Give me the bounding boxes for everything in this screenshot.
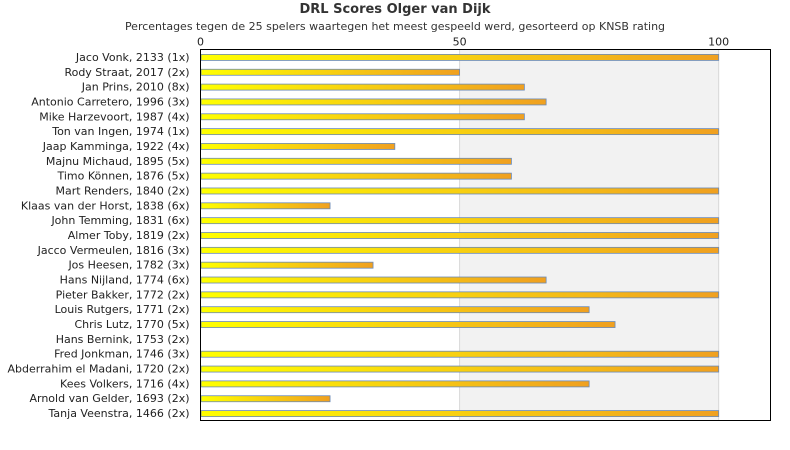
category-label: Ton van Ingen, 1974 (1x)	[51, 125, 189, 138]
category-label: Almer Toby, 1819 (2x)	[68, 229, 190, 242]
category-label: Tanja Veenstra, 1466 (2x)	[48, 407, 190, 420]
bar	[200, 157, 512, 165]
category-labels: Jaco Vonk, 2133 (1x) Rody Straat, 2017 (2…	[8, 51, 190, 420]
bar	[200, 113, 525, 121]
category-label: Jaco Vonk, 2133 (1x)	[75, 51, 190, 64]
bar	[200, 187, 720, 195]
category-label: Abderrahim el Madani, 1720 (2x)	[8, 363, 190, 376]
x-tick-label: 0	[197, 36, 204, 49]
category-label: Rody Straat, 2017 (2x)	[64, 66, 189, 79]
bar	[200, 321, 616, 328]
bar	[200, 217, 720, 225]
chart-title: DRL Scores Olger van Dijk	[299, 2, 491, 17]
bar	[200, 365, 720, 373]
category-label: Hans Bernink, 1753 (2x)	[56, 333, 190, 346]
plot-frame	[200, 49, 771, 421]
category-label: Louis Rutgers, 1771 (2x)	[55, 303, 190, 316]
background-band	[718, 49, 771, 421]
category-label: Klaas van der Horst, 1838 (6x)	[21, 199, 190, 212]
bar	[200, 291, 720, 299]
bar	[200, 350, 720, 358]
category-label: Pieter Bakker, 1772 (2x)	[56, 288, 190, 301]
x-axis-ticks: 0 50 100	[197, 36, 729, 49]
bar	[200, 306, 590, 314]
category-label: Timo Können, 1876 (5x)	[56, 170, 189, 183]
category-label: Antonio Carretero, 1996 (3x)	[31, 95, 189, 108]
bar	[200, 276, 547, 284]
category-label: Hans Nijland, 1774 (6x)	[60, 274, 190, 287]
bar	[200, 98, 547, 106]
bar	[200, 380, 590, 388]
category-label: Arnold van Gelder, 1693 (2x)	[29, 392, 189, 405]
category-label: Majnu Michaud, 1895 (5x)	[46, 155, 190, 168]
category-label: Kees Volkers, 1716 (4x)	[60, 377, 189, 390]
category-label: Mike Harzevoort, 1987 (4x)	[39, 110, 189, 123]
bar	[200, 246, 720, 254]
bar	[200, 68, 460, 76]
bar	[200, 232, 720, 239]
category-label: Jacco Vermeulen, 1816 (3x)	[37, 244, 190, 257]
category-label: John Temming, 1831 (6x)	[50, 214, 189, 227]
bars	[200, 54, 720, 417]
bar	[200, 261, 374, 269]
chart-subtitle: Percentages tegen de 25 spelers waartege…	[124, 20, 666, 33]
bar	[200, 410, 720, 417]
x-tick-label: 100	[708, 36, 729, 49]
bar	[200, 128, 720, 136]
category-label: Jaap Kamminga, 1922 (4x)	[42, 140, 190, 153]
category-label: Jan Prins, 2010 (8x)	[81, 81, 190, 94]
bar	[200, 143, 396, 150]
category-label: Chris Lutz, 1770 (5x)	[74, 318, 189, 331]
bar	[200, 202, 331, 210]
bar	[200, 83, 525, 91]
bar	[200, 172, 512, 180]
category-label: Fred Jonkman, 1746 (3x)	[54, 348, 189, 361]
x-tick-label: 50	[453, 36, 467, 49]
category-label: Jos Heesen, 1782 (3x)	[67, 259, 189, 272]
bar	[200, 54, 720, 61]
category-label: Mart Renders, 1840 (2x)	[55, 184, 189, 197]
bar	[200, 395, 331, 403]
